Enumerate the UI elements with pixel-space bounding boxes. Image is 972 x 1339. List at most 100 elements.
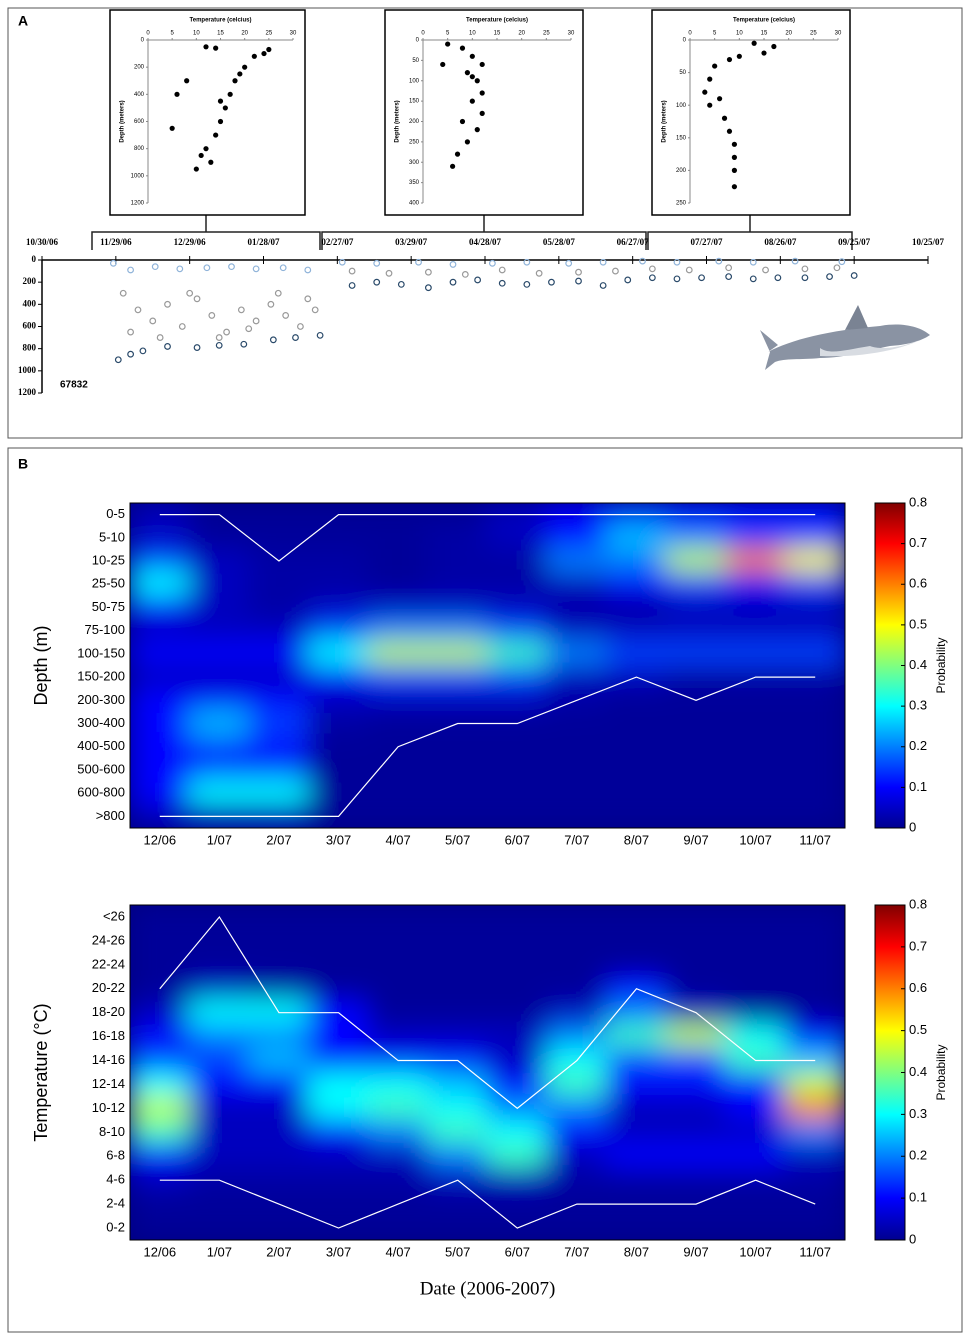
y-tick-label: 4-6 [106, 1172, 125, 1187]
heatmap-cell [724, 803, 787, 828]
heatmap-cell [546, 641, 608, 667]
heatmap-cell [724, 1023, 787, 1050]
heatmap-cell [546, 618, 608, 644]
x-tick-label: 9/07 [683, 832, 708, 847]
heatmap-cell [486, 641, 549, 667]
heatmap-cell [784, 641, 845, 667]
data-point [203, 44, 209, 50]
heatmap-cell [426, 1119, 489, 1146]
y-tick-label: 6-8 [106, 1148, 125, 1163]
data-point [565, 259, 573, 267]
x-tick-label: 25 [265, 31, 272, 37]
data-point [269, 336, 277, 344]
y-axis-title: Temperature (°C) [31, 1003, 51, 1141]
x-tick-label: 9/07 [683, 1244, 708, 1259]
data-point [725, 264, 733, 272]
heatmap-cell [426, 641, 489, 667]
heatmap-cell [130, 927, 191, 954]
y-tick-label: 200 [134, 65, 145, 71]
x-tick-label: 12/06 [144, 1244, 177, 1259]
heatmap-cell [784, 1119, 845, 1146]
heatmap-cell [130, 710, 191, 737]
x-tick-label: 8/07 [624, 1244, 649, 1259]
y-tick-label: 0 [416, 38, 420, 44]
data-point [127, 328, 135, 336]
heatmap-cell [248, 687, 310, 713]
y-tick-label: 150 [676, 135, 687, 141]
heatmap-cell [605, 1215, 668, 1240]
colorbar-tick-label: 0.6 [909, 576, 927, 591]
colorbar-tick-label: 0.2 [909, 1148, 927, 1163]
heatmap-cell [665, 734, 727, 760]
heatmap-cell [426, 999, 489, 1026]
heatmap-cell [188, 687, 251, 713]
y-axis-title: Depth (meters) [395, 100, 401, 142]
heatmap-cell [188, 1119, 251, 1146]
heatmap-cell [784, 618, 845, 644]
heatmap-cell [307, 1023, 370, 1050]
heatmap-cell [130, 905, 191, 930]
data-point [774, 274, 782, 282]
data-point [127, 266, 135, 274]
data-point [523, 258, 531, 266]
heatmap-cell [605, 641, 668, 667]
heatmap-cell [605, 618, 668, 644]
data-point [685, 266, 693, 274]
x-tick-label: 2/07 [266, 1244, 291, 1259]
y-tick-label: <26 [103, 908, 125, 923]
data-point [717, 96, 723, 102]
y-tick-label: 100 [409, 78, 420, 84]
heatmap-cell [546, 734, 608, 760]
data-point [242, 64, 248, 70]
heatmap-cell [724, 1119, 787, 1146]
colorbar-tick-label: 0 [909, 1231, 916, 1246]
data-point [274, 289, 282, 297]
heatmap-cell [248, 1023, 310, 1050]
heatmap-cell [546, 594, 608, 621]
y-tick-label: 400 [134, 92, 145, 98]
heatmap-cell [188, 1215, 251, 1240]
heatmap-cell [605, 1143, 668, 1170]
heatmap-cell [605, 1023, 668, 1050]
range-line [159, 1179, 816, 1229]
heatmap-cell [426, 594, 489, 621]
heatmap-cell [307, 951, 370, 978]
heatmap-cell [367, 1023, 429, 1050]
data-point [304, 295, 312, 303]
x-tick-label: 09/25/07 [838, 237, 871, 247]
y-tick-label: 10-12 [92, 1100, 125, 1115]
y-tick-label: 800 [134, 146, 145, 152]
data-point [252, 317, 260, 325]
heatmap-cell [724, 1143, 787, 1170]
heatmap-cell [546, 1023, 608, 1050]
data-point [479, 90, 485, 96]
y-tick-label: 400-500 [77, 738, 125, 753]
x-tick-label: 03/29/07 [395, 237, 428, 247]
colorbar-tick-label: 0.5 [909, 616, 927, 631]
data-point [193, 166, 199, 172]
data-point [240, 340, 248, 348]
heatmap-cell [784, 975, 845, 1002]
heatmap-cell [784, 1167, 845, 1194]
y-tick-label: 200 [23, 276, 37, 286]
heatmap-cell [426, 687, 489, 713]
y-tick-label: 400 [409, 201, 420, 207]
heatmap-cell [605, 905, 668, 930]
heatmap-cell [367, 975, 429, 1002]
heatmap-cell [546, 975, 608, 1002]
shark-icon [760, 305, 930, 370]
x-tick-label: 01/28/07 [247, 237, 280, 247]
heatmap-cell [724, 1071, 787, 1098]
heatmap-cell [546, 951, 608, 978]
colorbar-tick-label: 0.4 [909, 1064, 927, 1079]
heatmap-cell [367, 1215, 429, 1240]
heatmap-cell [665, 905, 727, 930]
x-tick-label: 0 [688, 31, 692, 37]
heatmap-cell [188, 1191, 251, 1218]
y-tick-label: 20-22 [92, 980, 125, 995]
heatmap-cell [486, 803, 549, 828]
heatmap-cell [307, 1071, 370, 1098]
data-point [424, 284, 432, 292]
heatmap-cell [724, 641, 787, 667]
